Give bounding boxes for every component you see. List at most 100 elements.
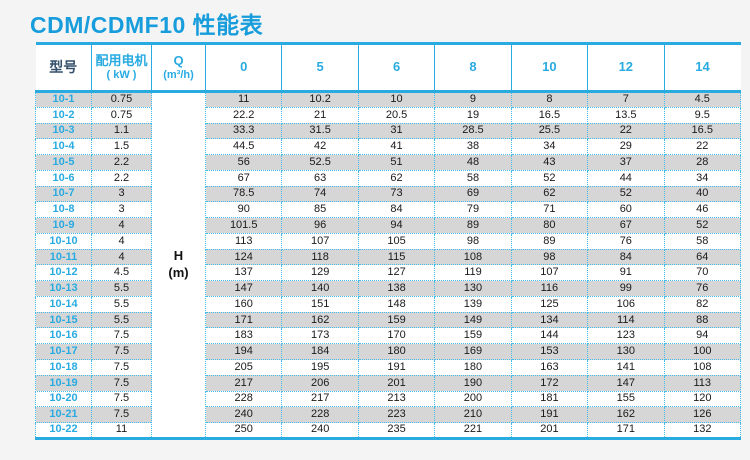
head-value-cell: 80 [510,217,589,234]
motor-kw-cell: 7.5 [91,374,152,392]
head-value-cell: 130 [434,280,512,297]
head-value-cell: 159 [357,311,436,329]
head-value-cell: 52 [663,217,742,234]
head-value-cell: 206 [281,374,359,392]
model-cell: 10-22 [35,422,92,439]
header-flow-unit: (m³/h) [163,68,194,81]
head-value-cell: 48 [434,154,512,171]
head-value-cell: 8 [510,91,589,108]
head-value-cell: 151 [281,295,359,313]
motor-kw-cell: 3 [91,201,152,219]
table-body: 10-1 0.75 H (m) 11 10.2 10 9 8 7 4.5 10-2 0.75 22.2 21… [35,91,742,439]
head-value-cell: 10.2 [281,91,359,108]
model-cell: 10-5 [35,154,92,171]
motor-kw-cell: 7.5 [91,390,152,408]
head-value-cell: 11 [204,91,283,108]
motor-kw-cell: 2.2 [91,169,152,187]
model-cell: 10-9 [35,217,92,234]
head-value-cell: 46 [663,201,742,219]
header-flow-5: 5 [281,43,359,93]
header-motor: 配用电机 ( kW ) [91,43,152,93]
head-value-cell: 137 [204,264,283,282]
header-flow-12: 12 [587,43,665,93]
header-row: 型号 配用电机 ( kW ) Q (m³/h) 0 5 6 8 10 12 14 [35,43,741,93]
head-value-cell: 118 [281,248,359,266]
head-value-cell: 22 [587,122,665,140]
header-motor-unit: ( kW ) [106,68,137,81]
table-row: 10-12 4.5 137 129 127 119 107 91 70 [35,264,742,282]
model-cell: 10-7 [35,185,92,203]
head-value-cell: 200 [434,390,512,408]
head-unit-cell: H (m) [151,91,206,439]
head-value-cell: 250 [204,422,283,439]
head-value-cell: 94 [357,217,436,234]
model-cell: 10-14 [35,295,92,313]
model-cell: 10-15 [35,311,92,329]
head-value-cell: 162 [587,406,665,424]
model-cell: 10-1 [35,91,92,108]
head-value-cell: 42 [281,138,359,156]
motor-kw-cell: 1.1 [91,122,152,140]
head-value-cell: 4.5 [663,91,742,108]
motor-kw-cell: 7.5 [91,406,152,424]
head-value-cell: 37 [587,154,665,171]
head-value-cell: 181 [510,390,589,408]
head-value-cell: 127 [357,264,436,282]
table-row: 10-10 4 113 107 105 98 89 76 58 [35,232,742,250]
head-value-cell: 29 [587,138,665,156]
motor-kw-cell: 7.5 [91,343,152,361]
table-row: 10-3 1.1 33.3 31.5 31 28.5 25.5 22 16.5 [35,122,742,140]
head-value-cell: 44.5 [204,138,283,156]
head-value-cell: 153 [510,343,589,361]
head-value-cell: 84 [587,248,665,266]
head-value-cell: 170 [357,327,436,345]
motor-kw-cell: 2.2 [91,154,152,171]
head-value-cell: 171 [587,422,665,439]
head-value-cell: 60 [587,201,665,219]
head-value-cell: 130 [587,343,665,361]
head-value-cell: 210 [434,406,512,424]
head-value-cell: 162 [281,311,359,329]
model-cell: 10-21 [35,406,92,424]
head-value-cell: 138 [357,280,436,297]
head-value-cell: 89 [434,217,512,234]
header-flow-0: 0 [204,43,282,93]
header-flow-label: Q [173,52,184,68]
head-value-cell: 101.5 [204,217,283,234]
performance-table: 型号 配用电机 ( kW ) Q (m³/h) 0 5 6 8 10 12 14… [35,42,742,440]
head-value-cell: 64 [663,248,742,266]
head-value-cell: 159 [434,327,512,345]
head-value-cell: 58 [663,232,742,250]
head-value-cell: 140 [281,280,359,297]
motor-kw-cell: 4 [91,232,152,250]
head-value-cell: 201 [357,374,436,392]
head-value-cell: 201 [510,422,589,439]
head-value-cell: 62 [510,185,589,203]
head-value-cell: 67 [587,217,665,234]
head-value-cell: 9.5 [663,106,742,124]
head-value-cell: 88 [663,311,742,329]
head-value-cell: 44 [587,169,665,187]
head-value-cell: 40 [663,185,742,203]
head-value-cell: 169 [434,343,512,361]
page-title: CDM/CDMF10 性能表 [30,12,264,38]
head-value-cell: 205 [204,359,283,376]
head-value-cell: 115 [357,248,436,266]
head-value-cell: 172 [510,374,589,392]
head-value-cell: 94 [663,327,742,345]
table-row: 10-9 4 101.5 96 94 89 80 67 52 [35,217,742,234]
model-cell: 10-12 [35,264,92,282]
head-value-cell: 173 [281,327,359,345]
head-value-cell: 108 [434,248,512,266]
head-value-cell: 223 [357,406,436,424]
head-value-cell: 148 [357,295,436,313]
table-row: 10-7 3 78.5 74 73 69 62 52 40 [35,185,742,203]
head-value-cell: 52.5 [281,154,359,171]
header-flow-10: 10 [510,43,588,93]
head-value-cell: 180 [357,343,436,361]
head-value-cell: 91 [587,264,665,282]
head-value-cell: 107 [281,232,359,250]
head-value-cell: 213 [357,390,436,408]
motor-kw-cell: 7.5 [91,359,152,376]
model-cell: 10-13 [35,280,92,297]
